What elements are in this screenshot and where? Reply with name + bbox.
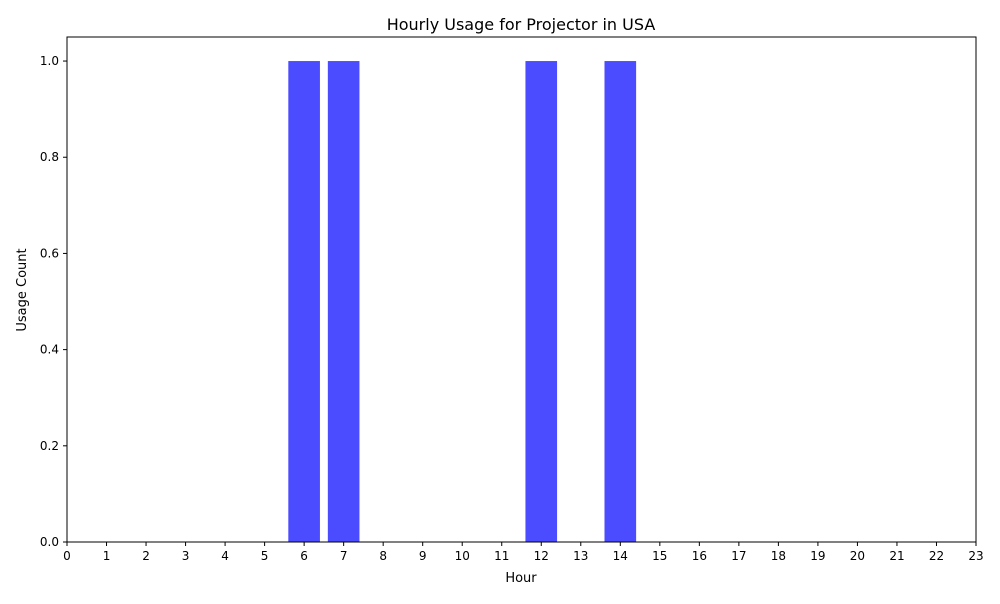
y-tick-label: 0.6 <box>40 246 59 260</box>
bar-hour-7 <box>327 61 360 543</box>
x-ticks-layer: 0 1 2 3 4 5 6 7 8 9 10 11 12 13 14 15 16 17 18 19 20 21 22 23 <box>63 542 984 563</box>
x-tick-label: 4 <box>221 549 229 563</box>
x-tick-label: 3 <box>182 549 190 563</box>
x-tick-label: 13 <box>573 549 588 563</box>
x-axis-label: Hour <box>505 571 537 586</box>
x-tick-label: 20 <box>850 549 865 563</box>
x-tick-label: 12 <box>534 549 549 563</box>
x-tick-label: 1 <box>103 549 111 563</box>
x-tick-label: 14 <box>613 549 628 563</box>
y-tick-label: 0.4 <box>40 343 59 357</box>
x-tick-label: 0 <box>63 549 71 563</box>
chart-title: Hourly Usage for Projector in USA <box>387 15 656 34</box>
x-tick-label: 19 <box>810 549 825 563</box>
x-tick-label: 17 <box>731 549 746 563</box>
bar-hour-14 <box>604 61 637 543</box>
y-ticks-layer: 0.0 0.2 0.4 0.6 0.8 1.0 <box>40 54 67 549</box>
x-tick-label: 21 <box>889 549 904 563</box>
bar-hour-6 <box>288 61 320 543</box>
bar-hour-12 <box>525 61 558 543</box>
x-tick-label: 5 <box>261 549 269 563</box>
x-tick-label: 18 <box>771 549 786 563</box>
x-tick-label: 16 <box>692 549 707 563</box>
y-axis-label: Usage Count <box>15 248 30 331</box>
x-tick-label: 23 <box>968 549 983 563</box>
y-tick-label: 0.0 <box>40 535 59 549</box>
x-tick-label: 11 <box>494 549 509 563</box>
x-tick-label: 7 <box>340 549 348 563</box>
y-tick-label: 1.0 <box>40 54 59 68</box>
x-tick-label: 6 <box>300 549 308 563</box>
x-tick-label: 8 <box>379 549 387 563</box>
x-tick-label: 22 <box>929 549 944 563</box>
x-tick-label: 10 <box>455 549 470 563</box>
plot-frame <box>66 36 977 543</box>
y-tick-label: 0.8 <box>40 150 59 164</box>
x-tick-label: 9 <box>419 549 427 563</box>
x-tick-label: 15 <box>652 549 667 563</box>
x-tick-label: 2 <box>142 549 150 563</box>
y-tick-label: 0.2 <box>40 439 59 453</box>
bars-layer <box>288 61 637 543</box>
